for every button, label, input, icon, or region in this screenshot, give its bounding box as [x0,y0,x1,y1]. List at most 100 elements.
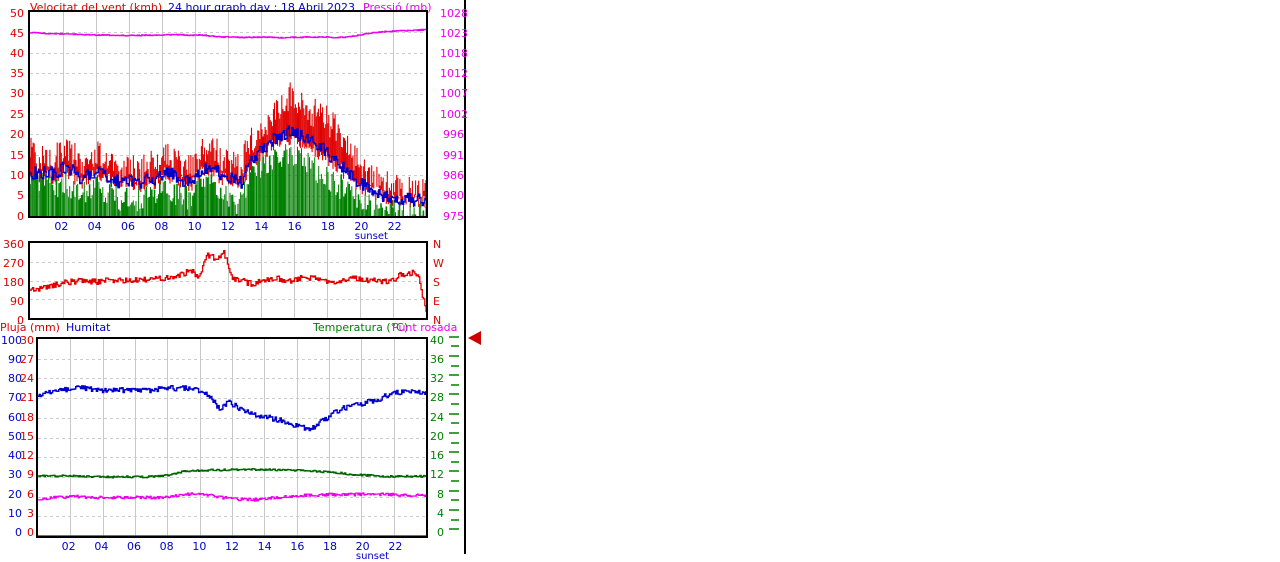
wind-ytick-50: 50 [10,7,24,20]
humidity-temperature-panel: Pluja (mm) Humitat Temperatura (°C) Punt… [0,320,484,562]
wind-ytick-0: 0 [17,210,24,223]
pressure-ytick-1012: 1012 [440,67,468,80]
wind-speed-panel: Velocitat del vent (kmh) 24 hour graph d… [0,0,468,242]
hum-ytick-20: 20 [8,488,22,501]
x-tick-20: 20 [354,220,369,233]
dir-ytick-90: 90 [10,295,24,308]
dir-compass-n-top: N [433,238,442,251]
dir-ytick-180: 180 [3,276,24,289]
rain-ytick-12: 12 [20,449,34,462]
hum-ytick-80: 80 [8,372,22,385]
x-tick-22: 22 [387,220,402,233]
x-tick-10: 10 [192,540,207,553]
hum-ytick-30: 30 [8,468,22,481]
rain-ytick-9: 9 [27,468,34,481]
pressure-ytick-1002: 1002 [440,108,468,121]
x-tick-10: 10 [187,220,202,233]
pressure-ytick-1018: 1018 [440,47,468,60]
wind-direction-panel: 360 270 180 90 0 N W S E N [0,236,464,326]
temp-ytick-36: 36 [430,353,444,366]
pressure-ytick-1028: 1028 [440,7,468,20]
wind-speed-svg [30,12,426,216]
rain-header: Pluja (mm) [0,321,60,334]
x-tick-02: 02 [61,540,76,553]
temp-ytick-20: 20 [430,430,444,443]
pressure-ytick-980: 980 [443,189,464,202]
temperature-minor-ticks [449,336,459,530]
rain-ytick-3: 3 [27,507,34,520]
x-tick-14: 14 [254,220,269,233]
rain-ytick-21: 21 [20,391,34,404]
temp-ytick-32: 32 [430,372,444,385]
x-tick-06: 06 [121,220,135,233]
hum-ytick-50: 50 [8,430,22,443]
wind-ytick-30: 30 [10,87,24,100]
temp-ytick-8: 8 [437,488,444,501]
temp-ytick-12: 12 [430,468,444,481]
hum-ytick-10: 10 [8,507,22,520]
x-tick-04: 04 [94,540,109,553]
x-tick-08: 08 [159,540,174,553]
pressure-ytick-1023: 1023 [440,27,468,40]
wind-ytick-40: 40 [10,47,24,60]
x-tick-16: 16 [287,220,302,233]
wind-ytick-20: 20 [10,128,24,141]
pressure-header: Pressió (mb) [363,1,432,14]
temp-ytick-28: 28 [430,391,444,404]
x-tick-20: 20 [355,540,370,553]
temperature-header: Temperatura (°C) [313,321,409,334]
rain-ytick-18: 18 [20,411,34,424]
wind-ytick-25: 25 [10,108,24,121]
bottom-x-axis: 02 04 06 08 10 12 14 16 18 20 22 [36,541,428,553]
rain-ytick-24: 24 [20,372,34,385]
pressure-ytick-975: 975 [443,210,464,223]
pressure-ytick-991: 991 [443,149,464,162]
sunset-label-wind: sunset [354,231,388,242]
x-tick-18: 18 [321,220,335,233]
graph-title: 24 hour graph day : 18 Abril 2023 [168,1,355,14]
pressure-ytick-1007: 1007 [440,87,468,100]
x-tick-16: 16 [290,540,305,553]
wind-speed-plot [28,10,428,218]
wind-direction-svg [30,243,426,318]
x-tick-12: 12 [225,540,239,553]
wind-ytick-5: 5 [17,189,24,202]
x-tick-18: 18 [323,540,337,553]
dir-ytick-0: 0 [17,314,24,327]
temp-ytick-16: 16 [430,449,444,462]
humidity-temperature-plot [36,337,428,538]
temp-ytick-4: 4 [437,507,444,520]
page-right-border [464,0,466,554]
dewpoint-header: Punt rosada [392,321,458,334]
temp-ytick-24: 24 [430,411,444,424]
dir-compass-s: S [433,276,440,289]
x-tick-22: 22 [388,540,403,553]
x-tick-02: 02 [54,220,69,233]
x-tick-06: 06 [127,540,141,553]
rain-ytick-15: 15 [20,430,34,443]
temp-ytick-40: 40 [430,334,444,347]
dir-compass-n-bottom: N [433,314,442,327]
dir-compass-w: W [433,257,444,270]
x-tick-14: 14 [257,540,272,553]
rain-ytick-30: 30 [20,334,34,347]
humidity-header: Humitat [66,321,111,334]
wind-ytick-45: 45 [10,27,24,40]
wind-direction-plot [28,241,428,320]
pressure-ytick-996: 996 [443,128,464,141]
wind-ytick-15: 15 [10,149,24,162]
x-tick-08: 08 [154,220,169,233]
rain-ytick-0: 0 [27,526,34,539]
wind-ytick-35: 35 [10,67,24,80]
hum-ytick-70: 70 [8,391,22,404]
wind-ytick-10: 10 [10,169,24,182]
humidity-temperature-svg [38,339,426,536]
temp-ytick-0: 0 [437,526,444,539]
hum-ytick-60: 60 [8,411,22,424]
rain-ytick-27: 27 [20,353,34,366]
x-tick-04: 04 [87,220,102,233]
dir-compass-e: E [433,295,440,308]
dir-ytick-270: 270 [3,257,24,270]
dir-ytick-360: 360 [3,238,24,251]
